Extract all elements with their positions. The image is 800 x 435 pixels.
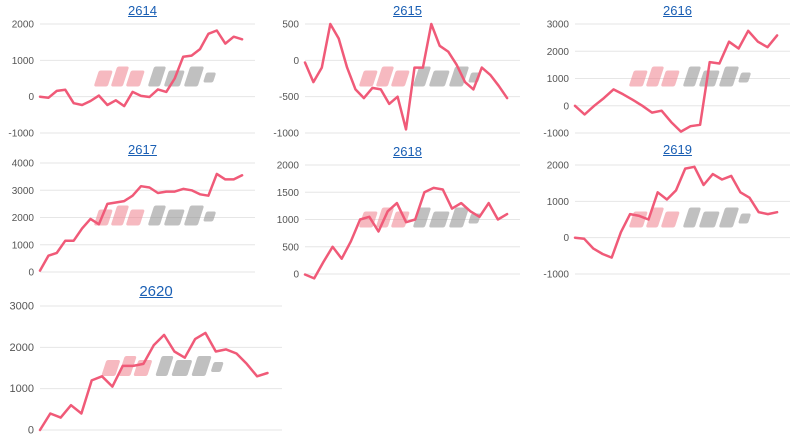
series-line-2619 xyxy=(573,165,779,259)
y-tick-label: 500 xyxy=(282,20,299,31)
y-tick-label: 1000 xyxy=(277,215,300,226)
minkabu-logo-watermark-icon xyxy=(629,66,751,87)
series-line-2616 xyxy=(573,29,779,133)
y-tick-label: 3000 xyxy=(12,186,35,197)
series-line-2615 xyxy=(303,22,509,131)
y-tick-label: 500 xyxy=(282,242,299,253)
chart-title-link-2619[interactable]: 2619 xyxy=(663,142,692,157)
series-line-2614 xyxy=(38,29,244,108)
y-tick-label: 1000 xyxy=(12,56,35,67)
y-tick-label: -1000 xyxy=(543,270,569,281)
y-tick-label: 2000 xyxy=(12,213,35,224)
y-tick-label: 2000 xyxy=(547,47,570,58)
y-tick-label: 0 xyxy=(293,56,299,67)
y-tick-label: 3000 xyxy=(547,20,570,31)
minkabu-logo-watermark-icon xyxy=(629,207,751,228)
y-tick-label: 1000 xyxy=(547,74,570,85)
chart-title-link-2614[interactable]: 2614 xyxy=(128,3,157,18)
series-line-2620 xyxy=(38,331,269,432)
y-tick-label: 1500 xyxy=(277,188,300,199)
minkabu-logo-watermark-icon xyxy=(101,356,224,376)
y-tick-label: 2000 xyxy=(12,20,35,31)
series-line-2618 xyxy=(303,186,509,280)
y-tick-label: 0 xyxy=(563,101,569,112)
y-tick-label: 0 xyxy=(28,92,34,103)
y-tick-label: -1000 xyxy=(543,129,569,140)
minkabu-logo-watermark-icon xyxy=(94,205,216,226)
chart-title-link-2616[interactable]: 2616 xyxy=(663,3,692,18)
minkabu-logo-watermark-icon xyxy=(359,207,481,228)
chart-title-link-2617[interactable]: 2617 xyxy=(128,142,157,157)
series-line-2617 xyxy=(38,172,244,272)
y-tick-label: -1000 xyxy=(273,129,299,140)
y-tick-label: 2000 xyxy=(547,161,570,172)
chart-title-link-2615[interactable]: 2615 xyxy=(393,3,422,18)
y-tick-label: 1000 xyxy=(12,240,35,251)
y-tick-label: 0 xyxy=(28,425,34,435)
y-tick-label: 2000 xyxy=(10,342,34,354)
y-tick-label: 1000 xyxy=(547,197,570,208)
y-tick-label: 2000 xyxy=(277,161,300,172)
y-tick-label: 1000 xyxy=(10,383,34,395)
y-tick-label: -1000 xyxy=(8,129,34,140)
y-tick-label: 0 xyxy=(293,270,299,281)
y-tick-label: 4000 xyxy=(12,159,35,170)
chart-title-link-2618[interactable]: 2618 xyxy=(393,144,422,159)
y-tick-label: 0 xyxy=(563,233,569,244)
chart-title-link-2620[interactable]: 2620 xyxy=(139,283,173,300)
y-tick-label: 0 xyxy=(28,268,34,279)
y-tick-label: -500 xyxy=(279,92,299,103)
y-tick-label: 3000 xyxy=(10,301,34,313)
